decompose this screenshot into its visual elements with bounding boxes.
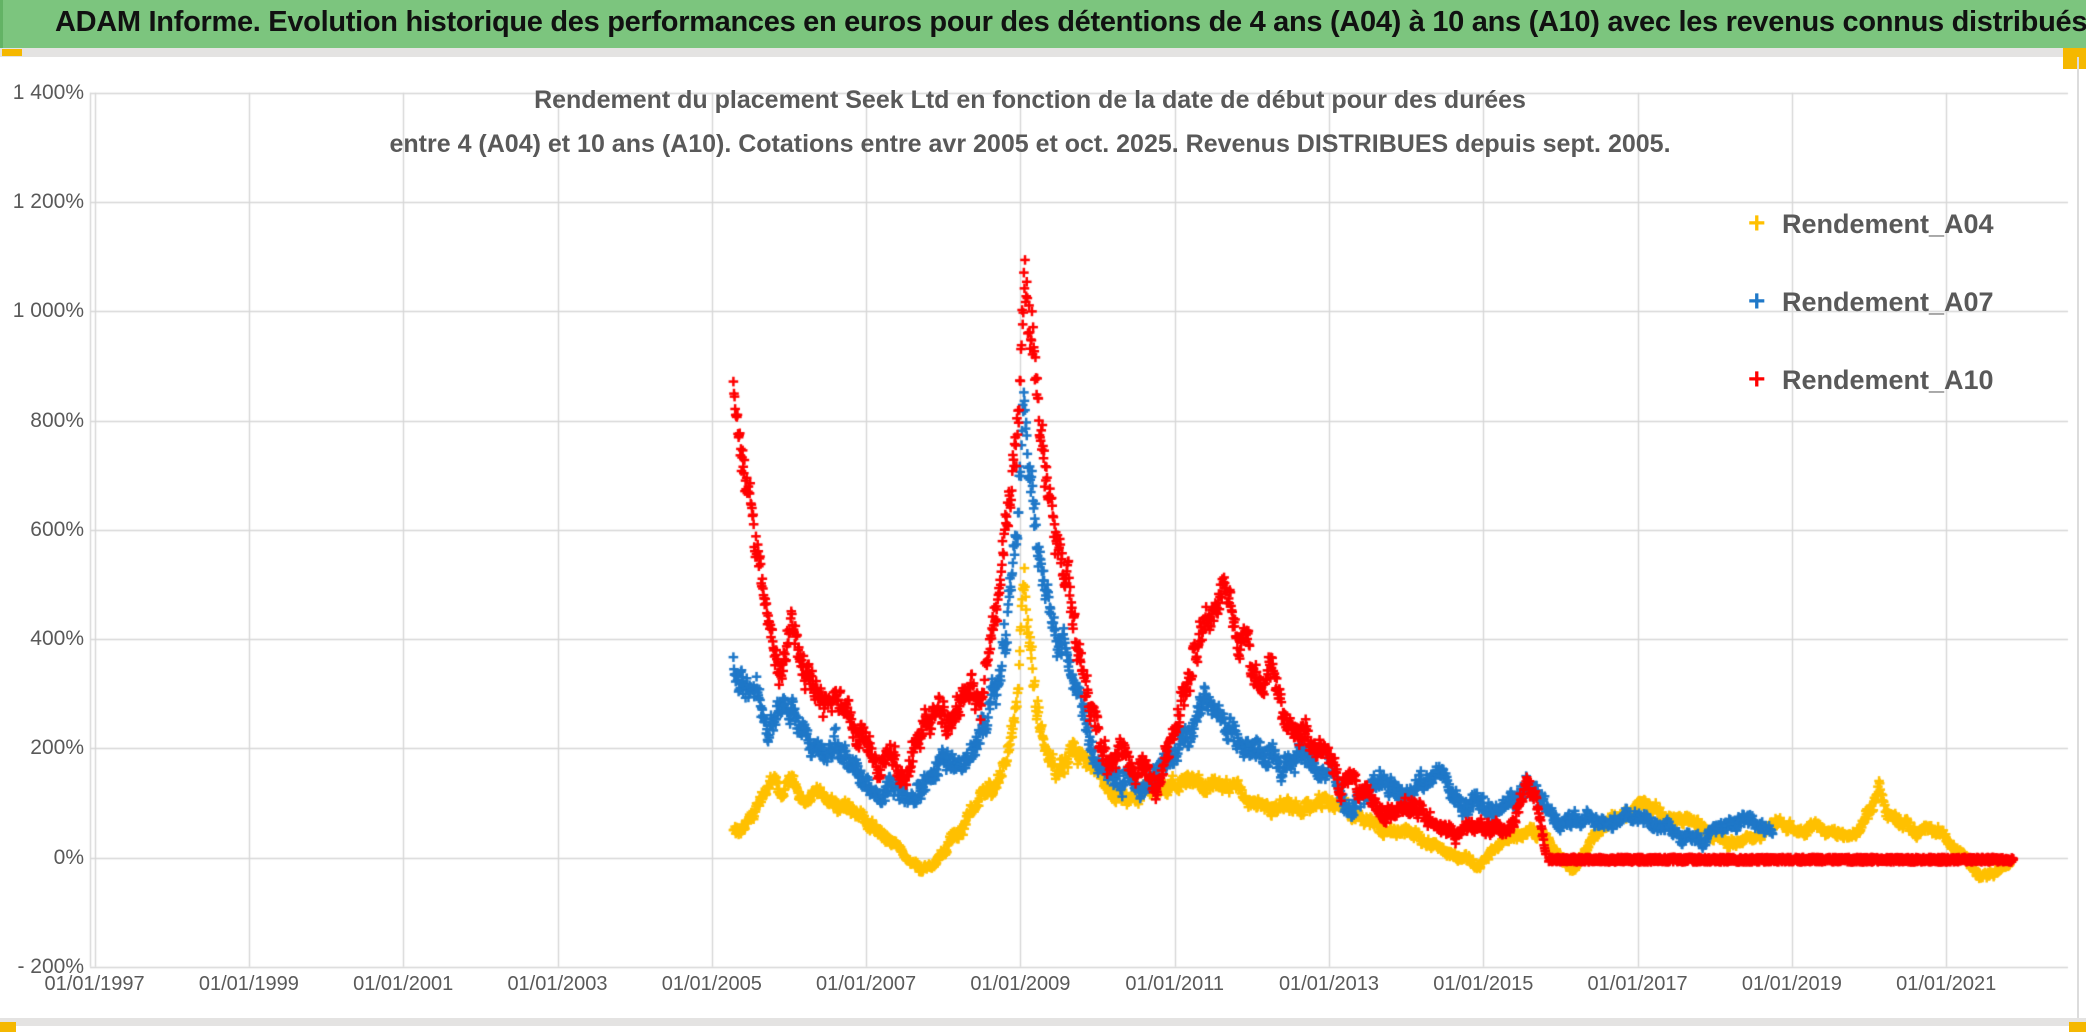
y-tick-label: 1 200%	[12, 190, 84, 213]
accent-bottom-left	[0, 1022, 16, 1032]
y-tick-label: 400%	[30, 627, 84, 650]
x-tick-label: 01/01/2005	[661, 973, 762, 995]
legend-label: Rendement_A04	[1782, 208, 1994, 239]
x-tick-label: 01/01/2019	[1741, 973, 1842, 995]
x-tick-label: 01/01/1999	[198, 973, 299, 995]
legend-label: Rendement_A10	[1782, 364, 1994, 395]
y-tick-label: 1 000%	[12, 299, 84, 323]
x-tick-label: 01/01/2007	[816, 973, 917, 995]
x-tick-label: 01/01/2013	[1278, 973, 1380, 995]
x-tick-label: 01/01/2021	[1896, 973, 1997, 995]
legend-item-a07[interactable]: + Rendement_A07	[1748, 263, 1994, 341]
y-tick-label: 800%	[30, 408, 84, 432]
x-tick-label: 01/01/2011	[1125, 973, 1224, 995]
x-tick-label: 01/01/2015	[1433, 973, 1534, 995]
y-tick-label: 1 400%	[12, 80, 84, 104]
x-tick-label: 01/01/2009	[970, 973, 1071, 995]
y-tick-label: - 200%	[17, 954, 84, 978]
x-tick-label: 01/01/2003	[507, 973, 608, 995]
accent-bottom-right	[2069, 1022, 2086, 1032]
chart-title-line2: entre 4 (A04) et 10 ans (A10). Cotations…	[389, 130, 1671, 158]
bottom-divider-strip	[0, 1018, 2086, 1026]
legend-item-a04[interactable]: + Rendement_A04	[1748, 185, 1994, 263]
x-tick-label: 01/01/1997	[44, 973, 145, 995]
x-tick-label: 01/01/2017	[1587, 973, 1688, 995]
plus-marker-icon: +	[1748, 207, 1766, 240]
y-tick-label: 200%	[30, 736, 84, 760]
y-tick-label: 600%	[30, 517, 84, 541]
x-tick-label: 01/01/2001	[353, 973, 454, 995]
y-tick-label: 0%	[53, 845, 84, 869]
legend-label: Rendement_A07	[1782, 286, 1994, 317]
chart-right-border	[2077, 57, 2079, 1018]
chart-title-line1: Rendement du placement Seek Ltd en fonct…	[534, 86, 1526, 114]
plus-marker-icon: +	[1748, 285, 1766, 318]
plus-marker-icon: +	[1748, 363, 1766, 396]
legend-item-a10[interactable]: + Rendement_A10	[1748, 341, 1994, 419]
legend: + Rendement_A04 + Rendement_A07 + Rendement_A…	[1748, 185, 1994, 419]
